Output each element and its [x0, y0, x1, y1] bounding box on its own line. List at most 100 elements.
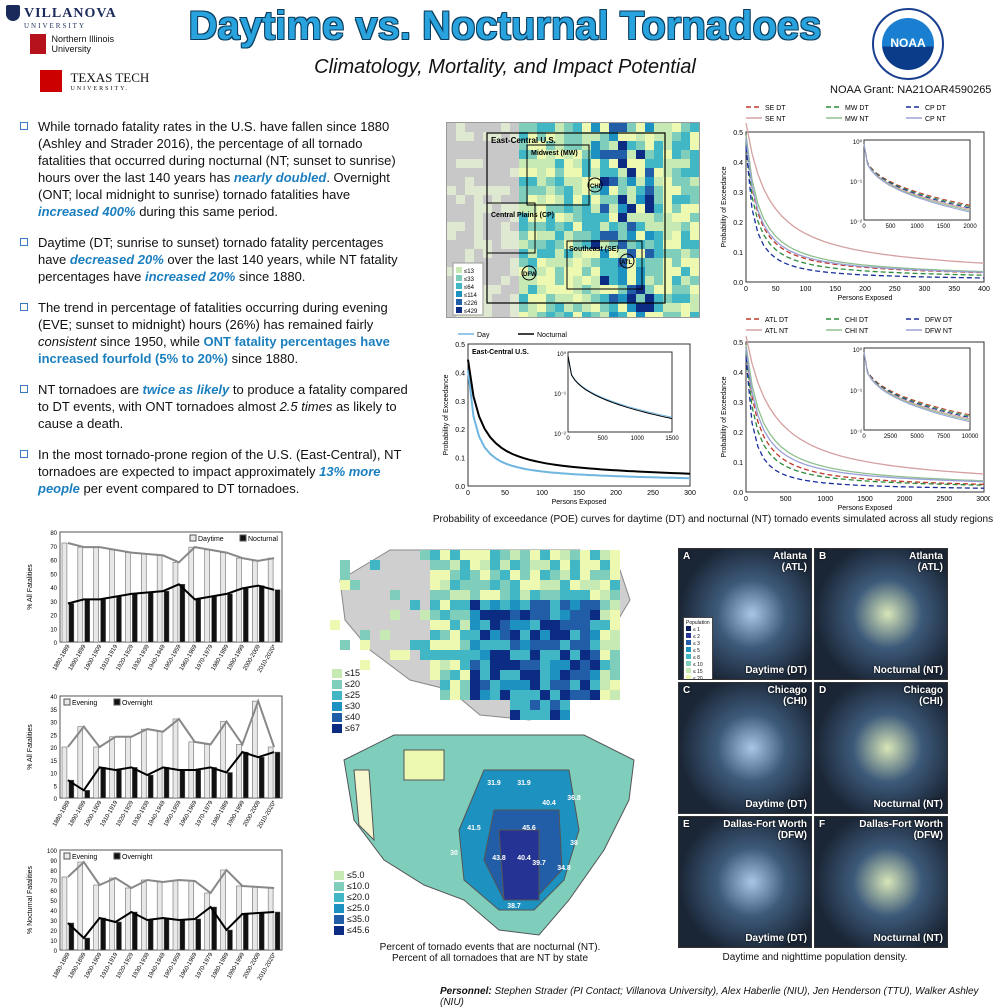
map-cell	[546, 285, 555, 294]
study-region-map: East-Central U.S. Midwest (MW) Central P…	[446, 122, 700, 318]
map-cell	[456, 213, 465, 222]
map-cell	[636, 132, 645, 141]
nt-map-cell	[550, 570, 560, 580]
map-cell	[618, 195, 627, 204]
map-cell	[663, 186, 672, 195]
y-tick-label: 0.4	[733, 370, 743, 377]
nt-map-cell	[430, 590, 440, 600]
map-cell	[555, 249, 564, 258]
map-cell	[546, 204, 555, 213]
map-cell	[699, 141, 700, 150]
population-panel-a: A Atlanta (ATL) Daytime (DT) Population ≤ 1 ≤ …	[678, 548, 812, 680]
map-cell	[699, 204, 700, 213]
bar-overnight	[147, 774, 154, 799]
map-cell	[627, 141, 636, 150]
nt-map-cell	[430, 610, 440, 620]
nt-map-cell	[540, 620, 550, 630]
bar-overnight	[132, 911, 138, 951]
map-cell	[564, 240, 573, 249]
y-tick-label: 0	[54, 949, 58, 955]
map-cell	[555, 312, 564, 317]
bar-nocturnal	[100, 599, 106, 643]
y-tick-label: 0.1	[733, 250, 743, 257]
map-cell	[519, 150, 528, 159]
panel-letter: F	[819, 819, 826, 830]
bar-overnight	[179, 919, 186, 951]
bar-daytime	[93, 546, 99, 643]
map-cell	[672, 132, 681, 141]
nt-map-cell	[520, 620, 530, 630]
map-cell	[474, 213, 483, 222]
panel-period: Nocturnal (NT)	[873, 799, 943, 810]
state-legend-item: ≤5.0	[334, 870, 369, 881]
map-cell	[600, 186, 609, 195]
nt-map-cell	[540, 670, 550, 680]
map-cell	[537, 168, 546, 177]
map-cell	[465, 177, 474, 186]
map-cell	[636, 249, 645, 258]
nt-map-cell	[430, 580, 440, 590]
map-cell	[546, 258, 555, 267]
map-cell	[474, 141, 483, 150]
legend-label: DFW DT	[925, 317, 953, 324]
map-cell	[510, 312, 519, 317]
bar-overnight	[100, 767, 106, 799]
map-cell	[672, 231, 681, 240]
x-tick-label: 1000	[818, 496, 834, 503]
bar-nocturnal	[132, 593, 138, 643]
map-cell	[681, 177, 690, 186]
map-cell	[627, 168, 636, 177]
map-cell	[573, 204, 582, 213]
map-cell	[582, 159, 591, 168]
nt-map-cell	[460, 620, 470, 630]
bar-nocturnal	[195, 599, 201, 643]
map-cell	[465, 195, 474, 204]
y-tick-label: 70	[50, 879, 57, 885]
nt-map-cell	[530, 580, 540, 590]
map-cell	[528, 258, 537, 267]
nt-map-cell	[510, 570, 520, 580]
nt-map-cell	[540, 550, 550, 560]
map-cell	[636, 150, 645, 159]
nt-map-cell	[570, 590, 580, 600]
nt-map-cell	[570, 570, 580, 580]
bar-nocturnal	[211, 596, 217, 643]
poe-caption: Probability of exceedance (POE) curves f…	[432, 514, 994, 525]
inset-y-tick: 10⁻²	[850, 430, 862, 436]
nt-map-cell	[470, 640, 480, 650]
map-cell	[474, 168, 483, 177]
map-cell	[690, 258, 699, 267]
map-cell	[582, 168, 591, 177]
map-cell	[690, 168, 699, 177]
population-panel-e: E Dallas-Fort Worth (DFW) Daytime (DT)	[678, 816, 812, 948]
nt-map-cell	[470, 650, 480, 660]
map-cell	[690, 132, 699, 141]
map-cell	[681, 123, 690, 132]
map-cell	[465, 141, 474, 150]
map-cell	[510, 294, 519, 303]
nt-map-cell	[560, 630, 570, 640]
nt-map-cell	[530, 630, 540, 640]
y-tick-label: 0.1	[455, 456, 465, 463]
map-cell	[519, 195, 528, 204]
x-tick-label: 100	[536, 490, 548, 497]
nt-map-cell	[500, 650, 510, 660]
inset-curve-2	[863, 352, 971, 419]
map-cell	[663, 222, 672, 231]
nt-map-cell	[590, 560, 600, 570]
map-cell	[645, 213, 654, 222]
y-axis-label: Probability of Exceedance	[443, 374, 450, 455]
nt-map-cell	[580, 590, 590, 600]
nt-map-cell	[360, 660, 370, 670]
panel-period: Daytime (DT)	[745, 665, 807, 676]
map-cell	[645, 159, 654, 168]
map-cell	[690, 222, 699, 231]
legend-label: Overnight	[122, 700, 152, 707]
y-tick-label: 25	[50, 733, 57, 739]
nt-map-cell	[450, 560, 460, 570]
panel-period: Nocturnal (NT)	[873, 933, 943, 944]
y-tick-label: 50	[50, 572, 57, 578]
map-cell	[546, 303, 555, 312]
map-cell	[501, 168, 510, 177]
nt-map-cell	[510, 700, 520, 710]
